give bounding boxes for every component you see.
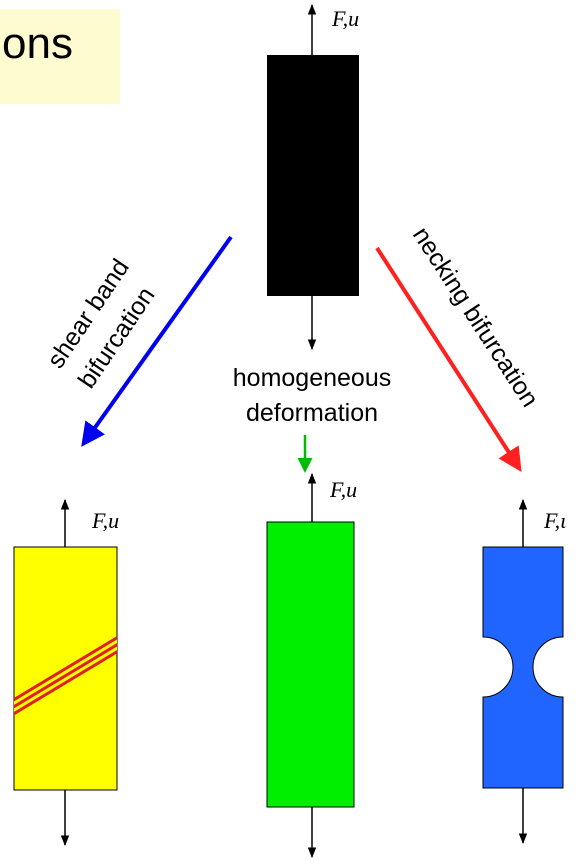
necking-branch: necking bifurcation F,ι	[375, 222, 566, 845]
homogeneous-label-line2: deformation	[246, 399, 378, 427]
necking-specimen	[482, 546, 564, 789]
homogeneous-branch: homogeneous deformation F,u	[233, 364, 391, 859]
shear-arrow	[81, 235, 233, 447]
necking-load-label: F,ι	[543, 508, 566, 533]
title-box: ons	[0, 9, 120, 104]
necking-label: necking bifurcation	[407, 222, 544, 412]
shear-load-label: F,u	[91, 508, 119, 533]
homogeneous-load-label: F,u	[329, 477, 357, 502]
homogeneous-label-line1: homogeneous	[233, 364, 391, 392]
shear-band	[14, 636, 117, 716]
top-load-label: F,u	[331, 6, 359, 31]
top-specimen-group: F,u	[267, 3, 359, 351]
top-specimen	[267, 55, 359, 296]
homogeneous-specimen	[266, 521, 355, 808]
shear-branch: shear band bifurcation F,u	[13, 235, 233, 847]
page-title: ons	[2, 19, 73, 68]
necking-arrow	[375, 246, 522, 473]
